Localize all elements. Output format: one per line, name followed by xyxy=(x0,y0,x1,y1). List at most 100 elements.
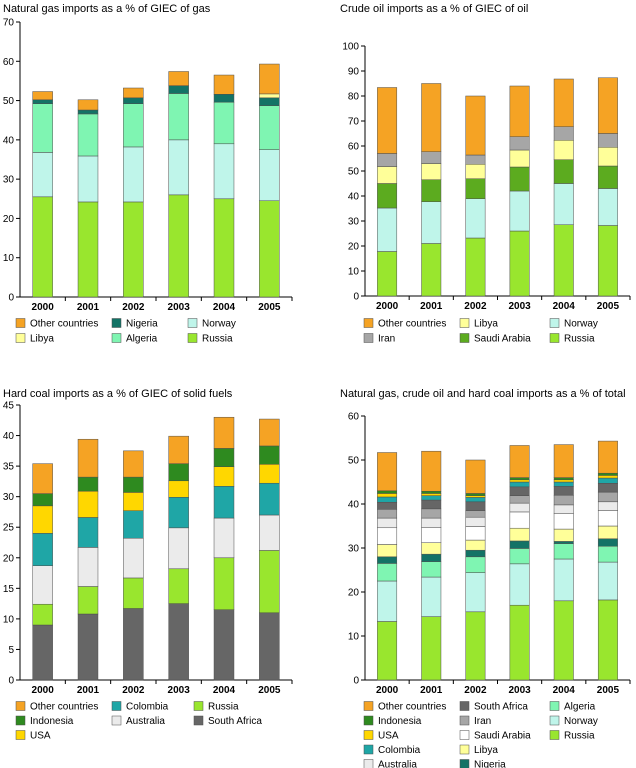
legend-swatch xyxy=(15,715,26,726)
legend-swatch xyxy=(363,701,374,711)
y-tick-label: 50 xyxy=(3,96,15,107)
bar-segment-australia-2002 xyxy=(465,516,486,527)
bar-segment-south-africa-2005 xyxy=(597,483,618,493)
bar-segment-libya-2004 xyxy=(553,140,574,160)
bar-segment-usa-2005 xyxy=(259,464,280,484)
bar-segment-libya-2005 xyxy=(259,93,280,99)
y-tick-label: 50 xyxy=(348,167,360,178)
legend-swatch xyxy=(459,318,470,328)
legend-swatch xyxy=(187,333,198,343)
legend-item-russia: Russia xyxy=(549,730,595,742)
bar-segment-libya-2005 xyxy=(597,525,618,540)
y-tick-label: 90 xyxy=(348,67,360,78)
bar-segment-norway-2005 xyxy=(259,149,280,202)
legend-swatch xyxy=(15,333,26,343)
bar-segment-nigeria-2004 xyxy=(213,94,235,103)
y-tick-label: 60 xyxy=(348,142,360,153)
bar-segment-algeria-2004 xyxy=(553,543,574,560)
bar-segment-usa-2003 xyxy=(509,479,530,483)
bar-segment-russia-2003 xyxy=(168,194,189,298)
bar-segment-nigeria-2003 xyxy=(509,540,530,549)
y-tick-label: 15 xyxy=(3,584,15,595)
bar-segment-libya-2001 xyxy=(421,542,442,555)
legend-item-algeria: Algeria xyxy=(111,333,158,345)
x-tick-label: 2001 xyxy=(420,301,443,312)
bar-segment-iran-2001 xyxy=(421,151,442,164)
legend-label: South Africa xyxy=(474,702,528,713)
bar-segment-saudi-arabia-2001 xyxy=(421,179,442,202)
bar-segment-colombia-2002 xyxy=(465,497,486,503)
bar-segment-south-africa-2002 xyxy=(123,608,144,681)
bar-segment-algeria-2003 xyxy=(509,548,530,565)
x-tick-label: 2001 xyxy=(77,685,100,696)
bar-segment-iran-2000 xyxy=(377,153,398,167)
bar-segment-russia-2005 xyxy=(597,599,618,681)
bar-segment-colombia-2005 xyxy=(597,477,618,484)
x-tick-label: 2005 xyxy=(258,685,281,696)
legend-item-russia: Russia xyxy=(193,701,239,713)
legend-item-australia: Australia xyxy=(363,759,417,768)
legend-label: Other countries xyxy=(378,702,446,713)
bar-segment-russia-2000 xyxy=(377,621,398,681)
bar-segment-other-countries-2004 xyxy=(553,78,574,127)
legend-swatch xyxy=(15,701,26,711)
bar-segment-iran-2001 xyxy=(421,508,442,519)
bar-segment-australia-2001 xyxy=(77,547,99,587)
bar-segment-indonesia-2000 xyxy=(32,493,53,507)
x-tick-label: 2004 xyxy=(213,302,236,313)
bar-segment-other-countries-2002 xyxy=(123,87,144,99)
bar-segment-algeria-2000 xyxy=(377,563,398,582)
bar-segment-indonesia-2001 xyxy=(421,490,442,494)
bar-segment-other-countries-2002 xyxy=(465,459,486,494)
x-tick-label: 2000 xyxy=(32,685,55,696)
legend-label: Australia xyxy=(126,716,165,727)
bar-segment-iran-2004 xyxy=(553,494,574,506)
legend-swatch xyxy=(459,715,470,726)
bar-segment-australia-2000 xyxy=(377,517,398,529)
bar-segment-saudi-arabia-2004 xyxy=(553,159,574,184)
legend-label: Australia xyxy=(378,760,417,768)
bar-segment-algeria-2005 xyxy=(597,545,618,563)
bar-segment-other-countries-2004 xyxy=(553,444,574,478)
bar-segment-russia-2003 xyxy=(168,568,189,604)
legend-swatch xyxy=(363,333,374,343)
legend-item-south-africa: South Africa xyxy=(459,701,528,713)
bar-segment-iran-2005 xyxy=(597,133,618,148)
bar-segment-other-countries-2000 xyxy=(32,463,53,494)
legend-item-other-countries: Other countries xyxy=(363,318,446,330)
y-tick-label: 60 xyxy=(3,57,15,68)
bar-segment-colombia-2004 xyxy=(553,481,574,487)
bar-segment-russia-2004 xyxy=(213,198,235,298)
bar-segment-other-countries-2003 xyxy=(168,71,189,86)
bar-segment-algeria-2003 xyxy=(168,93,189,141)
x-tick-label: 2000 xyxy=(376,301,399,312)
bar-segment-nigeria-2000 xyxy=(32,99,53,104)
legend-label: Libya xyxy=(30,334,54,345)
y-tick-label: 30 xyxy=(348,544,360,555)
x-tick-label: 2000 xyxy=(32,302,55,313)
y-tick-label: 60 xyxy=(348,412,360,423)
bar-segment-algeria-2002 xyxy=(123,103,144,148)
bar-segment-russia-2002 xyxy=(465,237,486,297)
bar-segment-norway-2003 xyxy=(168,139,189,196)
bar-segment-libya-2000 xyxy=(377,544,398,558)
bar-segment-south-africa-2003 xyxy=(168,603,189,681)
bar-segment-russia-2003 xyxy=(509,230,530,297)
bar-segment-russia-2002 xyxy=(123,201,144,298)
bar-segment-usa-2001 xyxy=(77,490,99,518)
x-tick-label: 2002 xyxy=(464,301,487,312)
bar-segment-saudi-arabia-2001 xyxy=(421,527,442,543)
y-tick-label: 10 xyxy=(348,632,360,643)
bar-segment-iran-2003 xyxy=(509,136,530,151)
legend-label: Other countries xyxy=(30,319,98,330)
y-tick-label: 10 xyxy=(3,253,15,264)
chart-panel-2: Crude oil imports as a % of GIEC of oil 0… xyxy=(340,3,631,345)
bar-segment-norway-2005 xyxy=(597,561,618,601)
y-tick-label: 25 xyxy=(3,523,15,534)
chart-title: Natural gas, crude oil and hard coal imp… xyxy=(340,388,626,400)
legend-swatch xyxy=(459,333,470,343)
y-tick-label: 35 xyxy=(3,462,15,473)
bar-segment-norway-2003 xyxy=(509,190,530,232)
legend-label: Nigeria xyxy=(126,319,158,330)
bar-segment-norway-2000 xyxy=(377,580,398,622)
